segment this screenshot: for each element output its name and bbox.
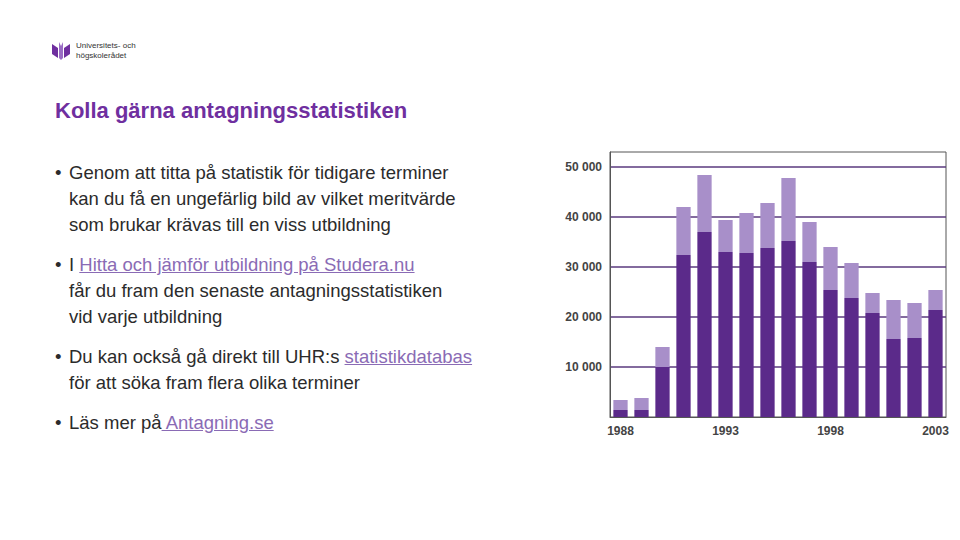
svg-text:20 000: 20 000 [565, 310, 602, 324]
svg-text:1988: 1988 [607, 424, 634, 438]
html-text:Läs mer på Antagning.se: Läs mer på Antagning.se [69, 412, 274, 433]
html-text:kan du få en ungefärlig bild a: kan du få en ungefärlig bild av vilket m… [69, 188, 456, 209]
html-text:Universitets- och: Universitets- och [76, 41, 136, 50]
svg-text:1993: 1993 [712, 424, 739, 438]
svg-text:2003: 2003 [922, 424, 949, 438]
html-text:vid varje utbildning: vid varje utbildning [69, 306, 223, 327]
html-text:Kolla gärna antagningsstatisti: Kolla gärna antagningsstatistiken [55, 98, 408, 123]
html-text:får du fram den senaste antagn: får du fram den senaste antagningsstatis… [69, 280, 443, 301]
html-text:Du kan också gå direkt till UH: Du kan också gå direkt till UHR:s statis… [69, 346, 473, 367]
svg-text:50 000: 50 000 [565, 160, 602, 174]
html-text:för att söka fram flera olika: för att söka fram flera olika terminer [69, 372, 360, 393]
svg-text:1998: 1998 [817, 424, 844, 438]
html-text:som brukar krävas till en viss: som brukar krävas till en viss utbildnin… [69, 214, 391, 235]
svg-text:10 000: 10 000 [565, 360, 602, 374]
svg-text:30 000: 30 000 [565, 260, 602, 274]
svg-text:40 000: 40 000 [565, 210, 602, 224]
html-text:I Hitta och jämför utbildning: I Hitta och jämför utbildning på Studera… [69, 254, 415, 275]
html-text:Genom att titta på statistik f: Genom att titta på statistik för tidigar… [69, 162, 449, 183]
html-text:högskolerådet: högskolerådet [76, 51, 127, 60]
